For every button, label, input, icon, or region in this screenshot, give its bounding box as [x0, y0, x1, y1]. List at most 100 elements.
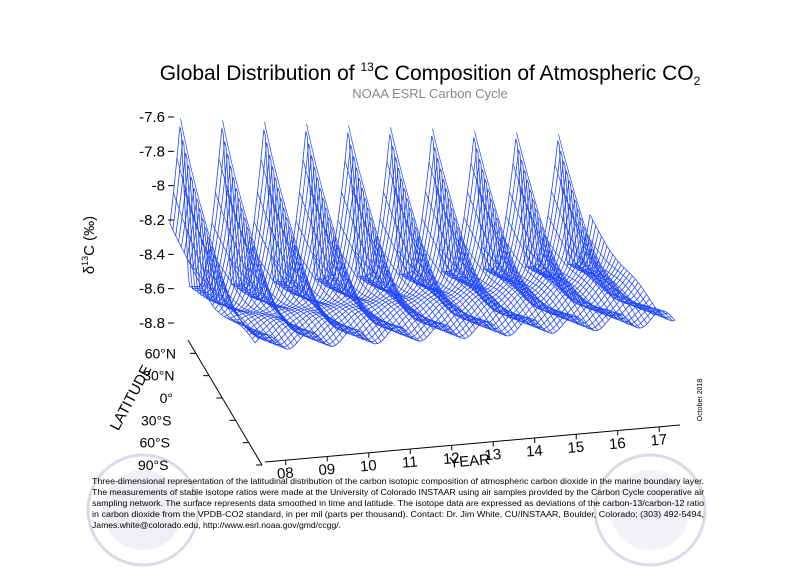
x-axis-line	[264, 424, 681, 463]
surface-line	[243, 279, 329, 347]
title-sup: 13	[360, 60, 374, 74]
surface-line	[502, 237, 588, 327]
y-tick-label: 0°	[160, 390, 173, 406]
z-tick-label: -8	[152, 178, 165, 195]
surface-line	[320, 278, 406, 332]
surface-line	[491, 268, 578, 318]
chart-title: Global Distribution of 13C Composition o…	[160, 60, 701, 88]
surface-line	[572, 263, 658, 313]
caption-line: in carbon dioxide from the VPDB-CO2 stan…	[92, 509, 704, 519]
z-tick-label: -7.8	[139, 143, 165, 160]
surface-line	[316, 279, 403, 329]
caption-line: Three-dimensional representation of the …	[92, 476, 704, 486]
surface-line	[197, 286, 284, 348]
surface-line	[204, 268, 291, 349]
surface-line	[446, 271, 532, 320]
x-tick-label: 17	[650, 431, 668, 449]
surface-line	[365, 276, 452, 331]
z-axis-label: δ13C (‰)	[80, 216, 98, 274]
surface-line	[460, 238, 546, 331]
surface-line	[285, 277, 371, 343]
surface-line	[554, 164, 641, 329]
surface-line	[302, 159, 389, 335]
surface-line	[281, 281, 368, 340]
surface-line	[561, 188, 648, 324]
x-tick-label: 08	[276, 464, 294, 482]
title-sub: 2	[694, 74, 701, 88]
y-tick-label: 30°S	[141, 412, 172, 428]
surface-line	[232, 284, 319, 338]
y-tick-label: 90°S	[138, 457, 169, 473]
surface-line	[540, 251, 627, 320]
surface-line	[194, 286, 280, 345]
surface-line	[278, 281, 364, 337]
surface-line	[253, 221, 340, 343]
surface-line	[236, 283, 322, 341]
surface-line	[306, 123, 392, 331]
surface-line	[558, 134, 644, 328]
z-tick-label: -7.6	[139, 109, 165, 126]
y-tick-label: 60°N	[145, 345, 176, 361]
surface-line	[533, 266, 620, 314]
chart-subtitle: NOAA ESRL Carbon Cycle	[352, 86, 508, 101]
surface-line	[453, 267, 539, 325]
z-tick-label: -8.2	[139, 212, 165, 229]
surface-line	[421, 218, 508, 337]
surface-line	[239, 283, 326, 344]
surface-line	[456, 256, 543, 328]
x-tick-label: 15	[567, 439, 585, 457]
surface-line	[341, 191, 427, 338]
title-part: Global Distribution of	[160, 62, 361, 85]
surface-line	[337, 219, 424, 341]
surface-line	[477, 188, 564, 325]
caption: Three-dimensional representation of the …	[92, 476, 704, 530]
surface-line	[271, 255, 357, 330]
y-tick-label: 60°S	[139, 435, 170, 451]
surface-line	[288, 264, 375, 344]
caption-line: sampling network. The surface represents…	[92, 498, 704, 508]
logo-right-inner	[610, 470, 690, 550]
surface-line	[264, 121, 350, 332]
surface-line	[442, 271, 529, 320]
surface-line	[211, 222, 298, 343]
z-tick-label: -8.4	[139, 246, 165, 263]
surface-line	[582, 249, 669, 315]
surface-line	[379, 218, 466, 339]
y-axis-line	[187, 339, 263, 466]
surface-line	[295, 220, 382, 342]
surface-line	[495, 265, 581, 321]
x-tick-label: 10	[359, 457, 377, 475]
date-note: October 2018	[697, 379, 704, 422]
x-axis-label: YEAR	[449, 451, 491, 472]
surface-line	[327, 275, 413, 338]
surface-line	[516, 132, 602, 329]
surface-line	[449, 271, 536, 322]
surface-line	[376, 241, 462, 339]
x-tick-label: 12	[442, 450, 460, 468]
surface-line	[274, 281, 361, 334]
z-label-part: C (‰)	[81, 216, 98, 256]
surface-line	[575, 263, 662, 312]
surface	[169, 118, 676, 350]
z-tick-label: -8.6	[139, 281, 165, 298]
axes: -7.6 -7.8 -8 -8.2 -8.4 -8.6 -8.8 60°N 30°N 0° 30°S…	[138, 109, 681, 483]
x-tick-label: 14	[525, 442, 543, 460]
surface-line	[568, 264, 655, 317]
caption-line: James.white@colorado.edu, http://www.esr…	[92, 520, 341, 530]
x-tick-label: 13	[484, 446, 502, 464]
surface-line	[404, 273, 490, 324]
surface-line	[418, 240, 504, 336]
surface-line	[523, 244, 609, 321]
surface-line	[169, 223, 256, 344]
surface-line	[589, 214, 676, 321]
surface-line	[386, 161, 473, 334]
surface-line	[530, 266, 616, 315]
surface-line	[330, 262, 417, 341]
logo-left	[86, 453, 200, 567]
surface-line	[544, 235, 630, 323]
title-part: C Composition of Atmospheric CO	[374, 62, 694, 85]
z-label-part: δ	[81, 266, 98, 274]
surface-line	[488, 268, 574, 317]
surface-line	[190, 286, 277, 342]
